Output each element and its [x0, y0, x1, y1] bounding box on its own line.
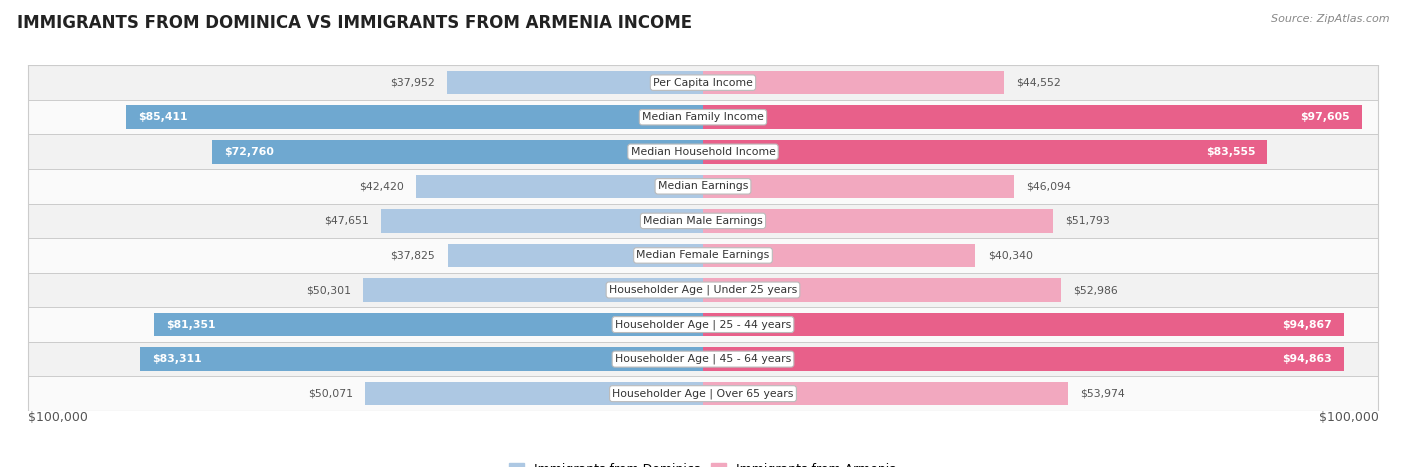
- Text: $100,000: $100,000: [28, 411, 87, 424]
- Bar: [141, 347, 703, 371]
- Bar: [447, 71, 703, 94]
- Text: $50,301: $50,301: [307, 285, 352, 295]
- Bar: [28, 376, 1378, 411]
- Bar: [28, 100, 1378, 134]
- Legend: Immigrants from Dominica, Immigrants from Armenia: Immigrants from Dominica, Immigrants fro…: [503, 458, 903, 467]
- Text: $83,555: $83,555: [1206, 147, 1256, 157]
- Bar: [364, 382, 703, 405]
- Text: Householder Age | 45 - 64 years: Householder Age | 45 - 64 years: [614, 354, 792, 364]
- Bar: [703, 347, 1344, 371]
- Bar: [703, 278, 1062, 302]
- Text: IMMIGRANTS FROM DOMINICA VS IMMIGRANTS FROM ARMENIA INCOME: IMMIGRANTS FROM DOMINICA VS IMMIGRANTS F…: [17, 14, 692, 32]
- Bar: [153, 313, 703, 336]
- Bar: [28, 342, 1378, 376]
- Text: $81,351: $81,351: [166, 319, 215, 330]
- Text: Householder Age | 25 - 44 years: Householder Age | 25 - 44 years: [614, 319, 792, 330]
- Bar: [703, 313, 1344, 336]
- Bar: [28, 134, 1378, 169]
- Text: Median Earnings: Median Earnings: [658, 181, 748, 191]
- Text: Median Household Income: Median Household Income: [630, 147, 776, 157]
- Bar: [28, 273, 1378, 307]
- Text: $42,420: $42,420: [360, 181, 405, 191]
- Bar: [211, 140, 703, 163]
- Text: $47,651: $47,651: [325, 216, 368, 226]
- Text: $53,974: $53,974: [1080, 389, 1125, 399]
- Bar: [703, 244, 976, 267]
- Text: Per Capita Income: Per Capita Income: [652, 78, 754, 88]
- Bar: [703, 106, 1362, 129]
- Bar: [28, 65, 1378, 100]
- Bar: [127, 106, 703, 129]
- Text: Householder Age | Under 25 years: Householder Age | Under 25 years: [609, 285, 797, 295]
- Text: $46,094: $46,094: [1026, 181, 1071, 191]
- Bar: [28, 169, 1378, 204]
- Text: $40,340: $40,340: [987, 250, 1032, 261]
- Bar: [416, 175, 703, 198]
- Bar: [703, 71, 1004, 94]
- Text: Median Male Earnings: Median Male Earnings: [643, 216, 763, 226]
- Text: Source: ZipAtlas.com: Source: ZipAtlas.com: [1271, 14, 1389, 24]
- Text: $100,000: $100,000: [1319, 411, 1378, 424]
- Text: $51,793: $51,793: [1064, 216, 1109, 226]
- Text: $94,863: $94,863: [1282, 354, 1331, 364]
- Text: $72,760: $72,760: [224, 147, 274, 157]
- Text: Median Female Earnings: Median Female Earnings: [637, 250, 769, 261]
- Text: $83,311: $83,311: [152, 354, 202, 364]
- Text: $50,071: $50,071: [308, 389, 353, 399]
- Bar: [381, 209, 703, 233]
- Text: Householder Age | Over 65 years: Householder Age | Over 65 years: [612, 389, 794, 399]
- Text: $44,552: $44,552: [1017, 78, 1060, 88]
- Bar: [28, 204, 1378, 238]
- Text: $94,867: $94,867: [1282, 319, 1331, 330]
- Bar: [363, 278, 703, 302]
- Bar: [447, 244, 703, 267]
- Bar: [28, 307, 1378, 342]
- Text: $97,605: $97,605: [1301, 112, 1350, 122]
- Text: $37,825: $37,825: [391, 250, 436, 261]
- Bar: [28, 238, 1378, 273]
- Text: Median Family Income: Median Family Income: [643, 112, 763, 122]
- Text: $52,986: $52,986: [1073, 285, 1118, 295]
- Bar: [703, 382, 1067, 405]
- Text: $37,952: $37,952: [389, 78, 434, 88]
- Text: $85,411: $85,411: [138, 112, 188, 122]
- Bar: [703, 175, 1014, 198]
- Bar: [703, 209, 1053, 233]
- Bar: [703, 140, 1267, 163]
